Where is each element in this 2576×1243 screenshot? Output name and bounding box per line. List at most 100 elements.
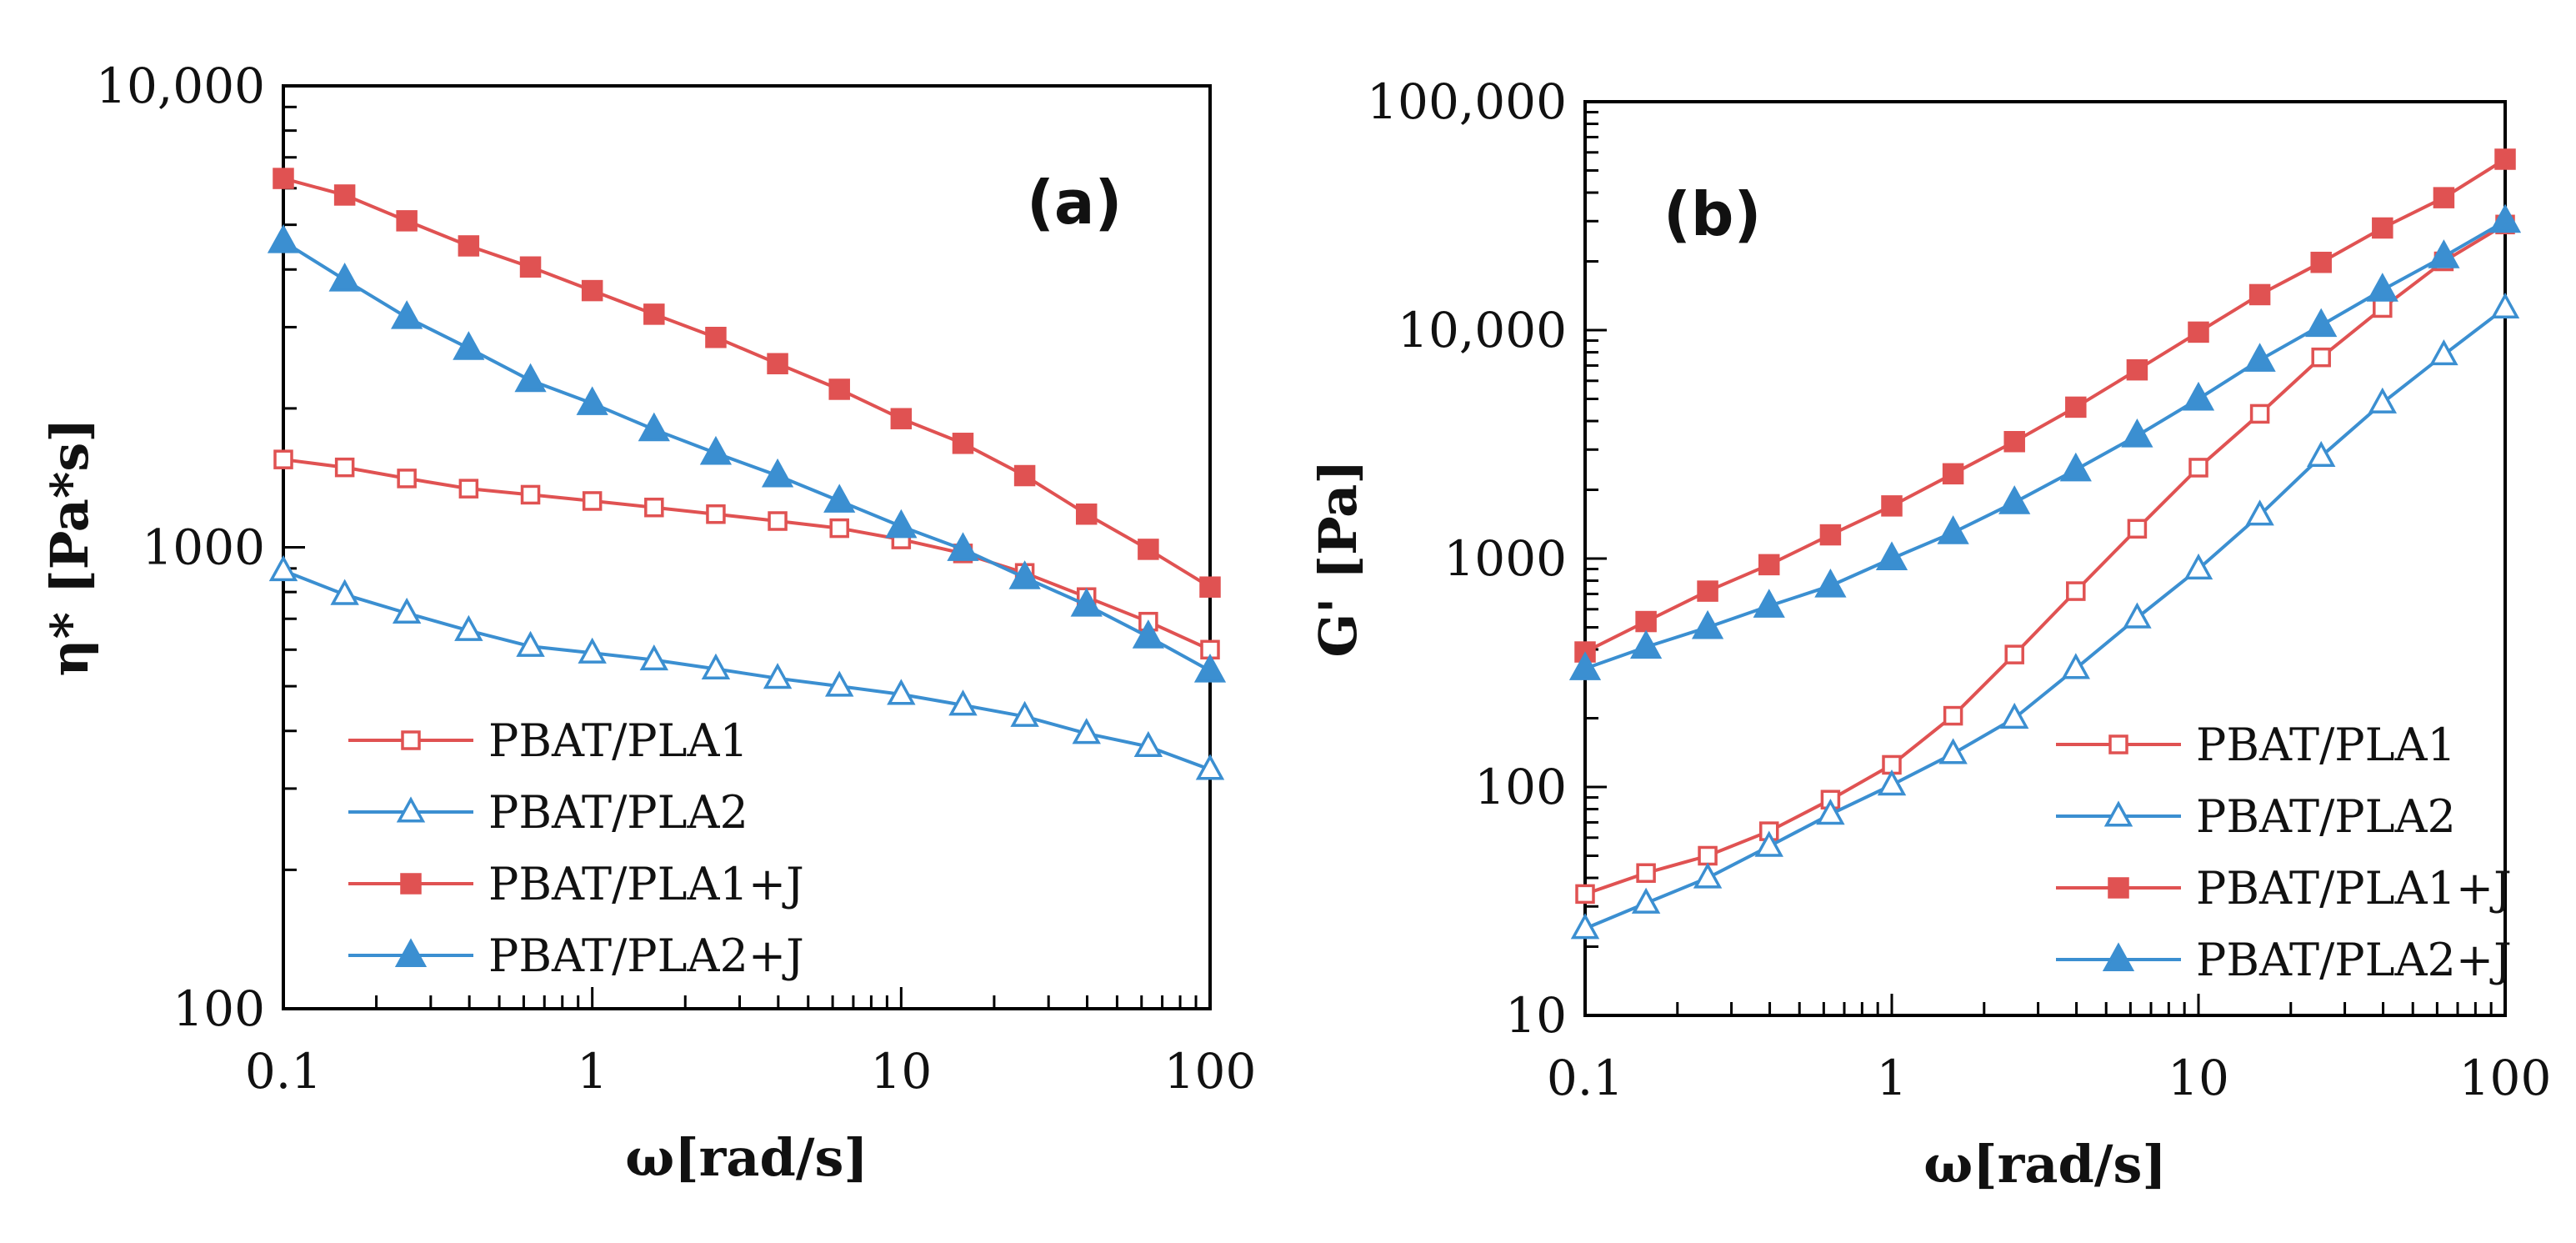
data-point (267, 224, 300, 253)
data-point (328, 262, 361, 292)
data-point (947, 532, 979, 561)
data-point (1942, 463, 1964, 485)
data-point (514, 363, 547, 393)
data-point (273, 449, 293, 469)
data-point (1013, 464, 1036, 487)
data-point (1814, 569, 1847, 598)
data-point (2127, 519, 2148, 539)
data-point (763, 663, 793, 689)
data-point (699, 435, 733, 465)
data-point (1199, 576, 1221, 598)
data-point (1075, 503, 1098, 525)
data-point (1636, 863, 1656, 883)
legend-label: PBAT/PLA2+J (2196, 934, 2512, 986)
data-point (1629, 629, 1663, 659)
data-point (1937, 515, 1969, 544)
x-tick-label: 0.1 (1547, 1050, 1623, 1106)
series-pbat-pla2-j (267, 224, 1227, 683)
data-point (2065, 396, 2087, 419)
data-point (2433, 187, 2455, 208)
data-point (2373, 298, 2393, 318)
data-point (1697, 580, 1718, 602)
data-point (1943, 705, 1963, 726)
data-point (1819, 524, 1842, 546)
legend-item: PBAT/PLA1 (2056, 719, 2456, 771)
legend-item: PBAT/PLA2+J (2056, 934, 2512, 986)
data-point (519, 256, 542, 278)
data-point (1754, 830, 1783, 857)
legend-marker (396, 796, 426, 823)
legend-label: PBAT/PLA2 (488, 786, 748, 839)
data-point (2188, 458, 2208, 478)
series-pbat-pla1-j (1574, 148, 2516, 663)
data-point (1133, 730, 1163, 758)
data-point (333, 184, 356, 206)
data-point (392, 597, 422, 624)
series-line (1584, 223, 2507, 896)
series-pbat-pla2-j (1568, 203, 2522, 680)
data-point (706, 504, 726, 524)
data-point (643, 303, 665, 325)
data-point (2003, 430, 2025, 453)
x-tick-label: 100 (2459, 1050, 2552, 1106)
y-tick-label: 1000 (142, 519, 265, 576)
data-point (823, 484, 856, 513)
data-point (1195, 754, 1225, 780)
panel-label: (b) (1663, 179, 1761, 249)
y-axis-ticks (283, 105, 305, 1010)
legend-item: PBAT/PLA2 (348, 786, 748, 839)
y-tick-label: 10,000 (1398, 302, 1567, 358)
data-point (2372, 217, 2393, 239)
legend-item: PBAT/PLA1+J (348, 858, 804, 910)
panel-b-storage-modulus-chart: 0.1 1 10 100 10 100 1000 10,000 100,000 ω[rad/s] G… (1308, 73, 2551, 1195)
data-point (1138, 539, 1159, 560)
data-point (1938, 738, 1968, 764)
legend-marker (2108, 734, 2128, 754)
data-point (768, 511, 788, 531)
data-point (1758, 554, 1780, 576)
data-point (948, 689, 978, 716)
x-axis-title: ω[rad/s] (1923, 1134, 2166, 1195)
series-pbat-pla1 (273, 449, 1220, 660)
data-point (952, 433, 974, 454)
data-point (2429, 338, 2458, 366)
data-point (761, 458, 794, 488)
legend-item: PBAT/PLA2 (2056, 790, 2456, 843)
data-point (1575, 884, 1595, 905)
series-line (1584, 219, 2506, 670)
data-point (2428, 239, 2460, 268)
y-axis-title: η* [Pa*s] (39, 418, 100, 676)
legend-marker (400, 873, 422, 895)
data-point (578, 637, 607, 664)
panel-a-eta-chart: 0.1 1 10 100 100 1000 10,000 ω[rad/s] η* [Pa*s] (… (39, 58, 1256, 1188)
data-point (1693, 862, 1723, 889)
y-tick-label: 10 (1505, 987, 1567, 1044)
legend: PBAT/PLA1 PBAT/PLA2 PBAT/PLA1+J PBAT/PLA2+J (2056, 719, 2512, 986)
data-point (396, 210, 418, 232)
x-tick-label: 10 (870, 1043, 932, 1100)
legend-marker (2102, 942, 2135, 971)
data-point (391, 300, 423, 329)
data-point (2066, 581, 2086, 601)
y-axis-ticks (1585, 111, 1607, 1017)
data-point (2245, 499, 2274, 526)
data-point (2488, 203, 2522, 233)
data-point (638, 412, 670, 442)
data-point (639, 644, 669, 671)
legend-marker (2103, 800, 2133, 827)
data-point (1877, 769, 1907, 796)
legend-item: PBAT/PLA1+J (2056, 862, 2512, 915)
data-point (2305, 308, 2338, 338)
data-point (705, 326, 727, 348)
data-point (2188, 321, 2209, 343)
data-point (453, 331, 485, 360)
legend-label: PBAT/PLA1+J (2196, 862, 2512, 915)
data-point (2311, 347, 2331, 368)
data-point (2121, 419, 2153, 448)
data-point (2182, 381, 2215, 411)
x-axis-ticks (282, 987, 1198, 1009)
data-point (454, 614, 483, 641)
legend-item: PBAT/PLA2+J (348, 930, 804, 982)
series-pbat-pla2 (268, 554, 1225, 780)
